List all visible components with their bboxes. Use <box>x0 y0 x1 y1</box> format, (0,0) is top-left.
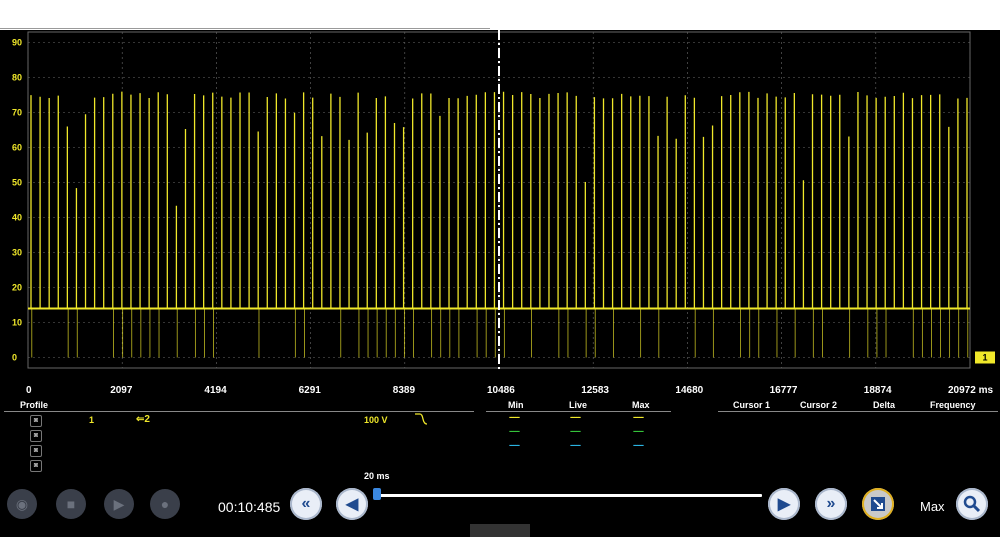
camera-icon[interactable]: ◙ <box>30 415 42 427</box>
y-tick-label: 90 <box>12 38 22 48</box>
x-tick-label: 20972 ms <box>948 385 994 396</box>
zoom-max-label: Max <box>920 499 945 514</box>
transport-bar: ◉ ■ ▶ ● 00:10:485 « ◀ 20 ms ▶ » Max <box>0 470 1000 537</box>
camera-icon: ◉ <box>15 495 29 512</box>
info-panel: Profile ◙ ◙ ◙ ◙ 1 ⇐2 100 V Min Live Max … <box>0 398 1000 472</box>
profile-icon-column: ◙ ◙ ◙ ◙ <box>30 415 42 475</box>
x-tick-label: 4194 <box>204 385 227 396</box>
readout-live: ----- <box>570 426 581 436</box>
cursor-separator <box>718 411 998 412</box>
live-header: Live <box>569 400 588 410</box>
top-rule <box>0 28 490 29</box>
x-tick-label: 0 <box>26 385 32 396</box>
max-header: Max <box>632 400 650 410</box>
step-forward-button[interactable]: ▶ <box>768 488 800 520</box>
y-tick-label: 40 <box>12 213 22 223</box>
auto-scale-button[interactable] <box>862 488 894 520</box>
double-chevron-right-icon: » <box>826 495 836 512</box>
x-tick-label: 10486 <box>487 385 515 396</box>
scope-display[interactable]: 90 80 70 60 50 40 30 20 10 0 1 <box>0 30 1000 380</box>
readout-min: ----- <box>509 440 520 450</box>
double-chevron-left-icon: « <box>301 495 311 512</box>
min-header: Min <box>508 400 524 410</box>
profile-separator <box>4 411 474 412</box>
top-white-strip <box>0 0 1000 30</box>
x-tick-label: 6291 <box>298 385 321 396</box>
camera-icon[interactable]: ◙ <box>30 445 42 457</box>
cursor2-header: Cursor 2 <box>800 400 838 410</box>
readout-min: ----- <box>509 412 520 422</box>
y-tick-label: 60 <box>12 143 22 153</box>
x-tick-label: 12583 <box>581 385 609 396</box>
jump-to-end-button[interactable]: » <box>815 488 847 520</box>
readout-max: ----- <box>633 426 644 436</box>
channel-marker-label: 1 <box>982 353 987 363</box>
play-button[interactable]: ▶ <box>104 489 134 519</box>
readout-min: ----- <box>509 426 520 436</box>
readout-max: ----- <box>633 412 644 422</box>
camera-icon[interactable]: ◙ <box>30 460 42 472</box>
x-tick-label: 14680 <box>675 385 704 396</box>
x-tick-label: 8389 <box>392 385 416 396</box>
profile-label: Profile <box>20 400 49 410</box>
step-back-button[interactable]: ◀ <box>336 488 368 520</box>
stop-icon: ■ <box>66 496 76 512</box>
delta-header: Delta <box>873 400 896 410</box>
voltage-scale[interactable]: 100 V <box>364 415 388 425</box>
channel-marker <box>975 351 995 364</box>
record-button[interactable]: ● <box>150 489 180 519</box>
channel-number: 1 <box>89 415 95 425</box>
waveform-plot[interactable]: 90 80 70 60 50 40 30 20 10 0 1 <box>0 30 1000 380</box>
probe-label: 2 <box>144 414 150 425</box>
frequency-header: Frequency <box>930 400 976 410</box>
snapshot-button[interactable]: ◉ <box>7 489 37 519</box>
chevron-right-icon: ▶ <box>777 496 791 513</box>
y-tick-label: 20 <box>12 283 22 293</box>
camera-icon[interactable]: ◙ <box>30 430 42 442</box>
stop-button[interactable]: ■ <box>56 489 86 519</box>
readout-separator <box>486 411 671 412</box>
time-axis: 0 2097 4194 6291 8389 10486 12583 14680 16777 188… <box>0 382 1000 398</box>
chevron-left-icon: ◀ <box>345 496 359 513</box>
readout-max: ----- <box>633 440 644 450</box>
zoom-search-button[interactable] <box>956 488 988 520</box>
jump-to-start-button[interactable]: « <box>290 488 322 520</box>
zoom-label: 20 ms <box>364 471 390 481</box>
x-tick-label: 2097 <box>110 385 133 396</box>
record-icon: ● <box>160 496 170 512</box>
time-readout: 00:10:485 <box>218 499 281 515</box>
y-tick-label: 30 <box>12 248 22 258</box>
x-tick-label: 18874 <box>863 385 892 396</box>
timeline-slider[interactable] <box>376 494 762 497</box>
y-tick-label: 70 <box>12 108 22 118</box>
bottom-tab <box>470 524 530 537</box>
play-icon: ▶ <box>113 495 125 512</box>
magnifier-icon <box>963 495 981 513</box>
probe-arrow-icon: ⇐ <box>136 414 145 425</box>
y-tick-label: 0 <box>12 353 17 363</box>
y-tick-label: 10 <box>12 318 22 328</box>
cursor1-header: Cursor 1 <box>733 400 771 410</box>
readout-live: ----- <box>570 440 581 450</box>
probe-indicator[interactable]: ⇐2 <box>136 414 150 425</box>
x-tick-label: 16777 <box>769 385 798 396</box>
trigger-slope-icon[interactable] <box>414 412 428 426</box>
y-tick-label: 50 <box>12 178 22 188</box>
timeline-slider-thumb[interactable] <box>373 488 381 500</box>
auto-scale-icon <box>871 497 885 511</box>
y-tick-label: 80 <box>12 73 22 83</box>
readout-live: ----- <box>570 412 581 422</box>
